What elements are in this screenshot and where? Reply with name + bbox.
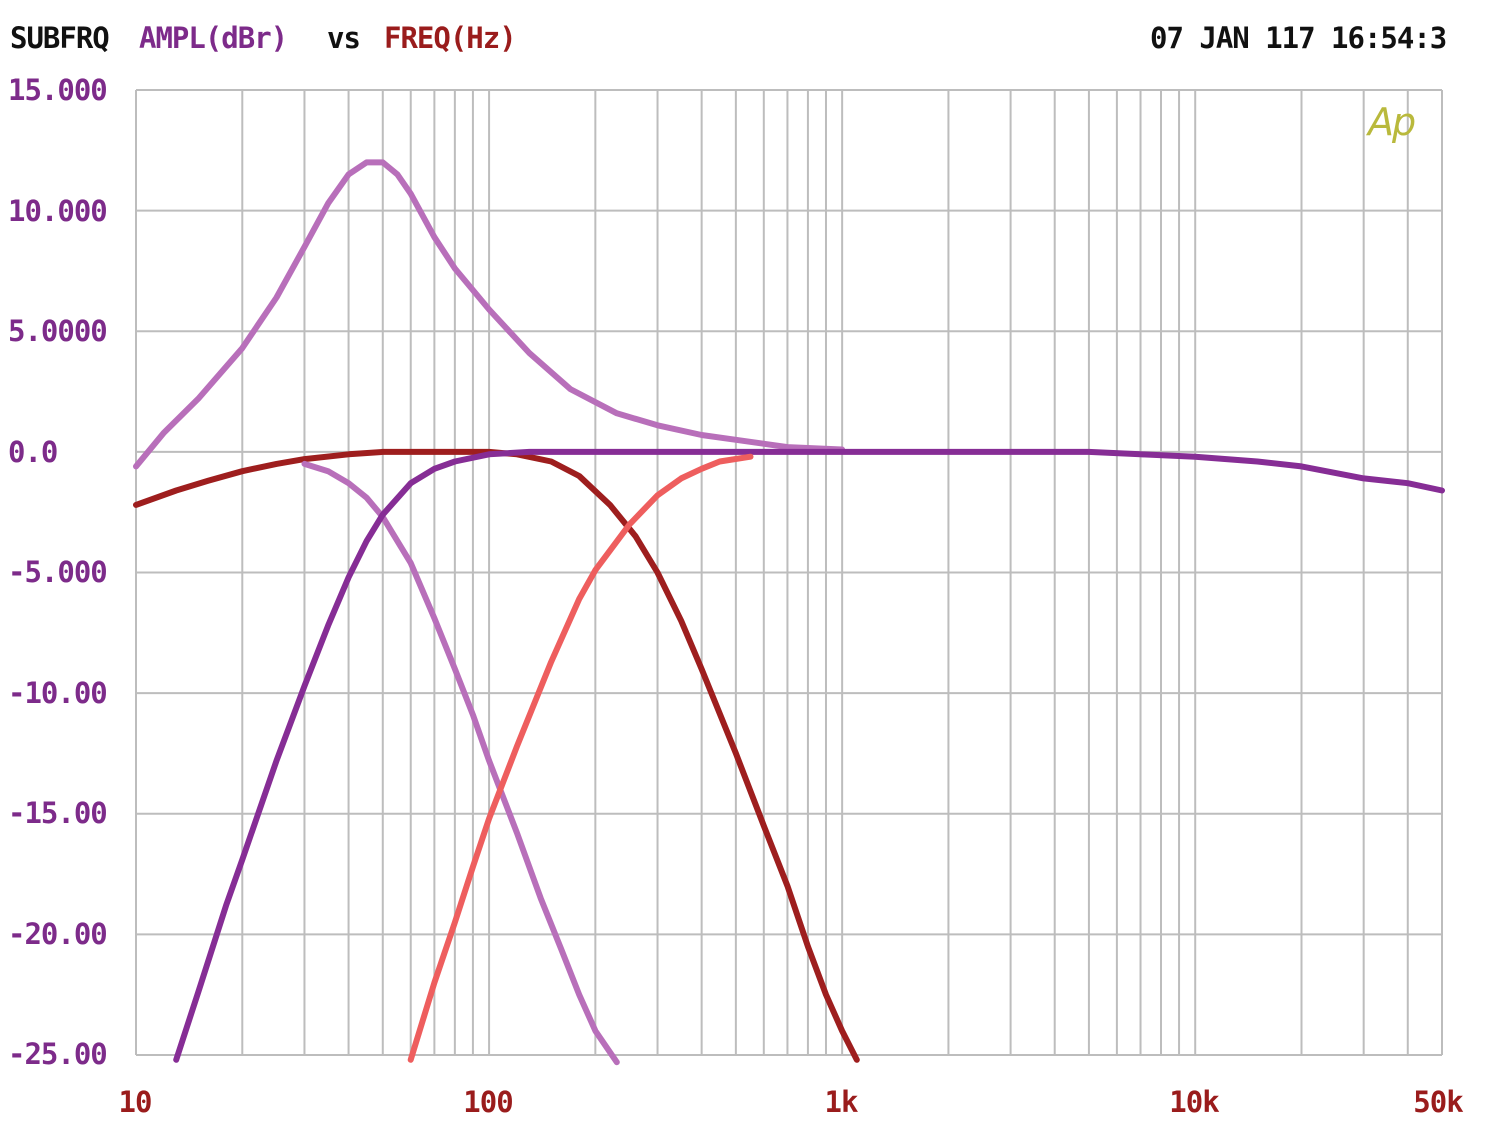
x-tick-label: 10 — [118, 1085, 153, 1119]
header-y-quantity: AMPL(dBr) — [139, 21, 288, 55]
y-tick-label: -10.00 — [8, 676, 108, 710]
x-tick-label: 50k — [1413, 1085, 1463, 1119]
y-tick-label: 15.000 — [8, 73, 108, 107]
y-tick-label: 0.0 — [8, 435, 58, 469]
y-tick-label: -20.00 — [8, 917, 108, 951]
series-line-5 — [407, 453, 754, 1063]
ap-logo: Ap — [1368, 100, 1416, 144]
header-timestamp: 07 JAN 117 16:54:3 — [1150, 21, 1447, 55]
series-group — [133, 159, 1445, 1066]
x-tick-label: 100 — [463, 1085, 513, 1119]
grid — [135, 89, 1443, 1056]
y-tick-label: -15.00 — [8, 796, 108, 830]
y-tick-label: 5.0000 — [8, 314, 108, 348]
series-line-1 — [133, 159, 846, 470]
series-line-4 — [173, 448, 1445, 1063]
x-tick-label: 10k — [1169, 1085, 1219, 1119]
header-x-quantity: FREQ(Hz) — [384, 21, 517, 55]
y-tick-label: -5.000 — [8, 555, 108, 589]
header-vs-word: vs — [327, 21, 361, 55]
series-line-3 — [301, 460, 620, 1066]
y-tick-label: 10.000 — [8, 194, 108, 228]
x-tick-label: 1k — [824, 1085, 859, 1119]
header-analyzer-name: SUBFRQ — [10, 21, 110, 55]
y-tick-label: -25.00 — [8, 1037, 108, 1071]
series-line-2 — [133, 448, 860, 1063]
